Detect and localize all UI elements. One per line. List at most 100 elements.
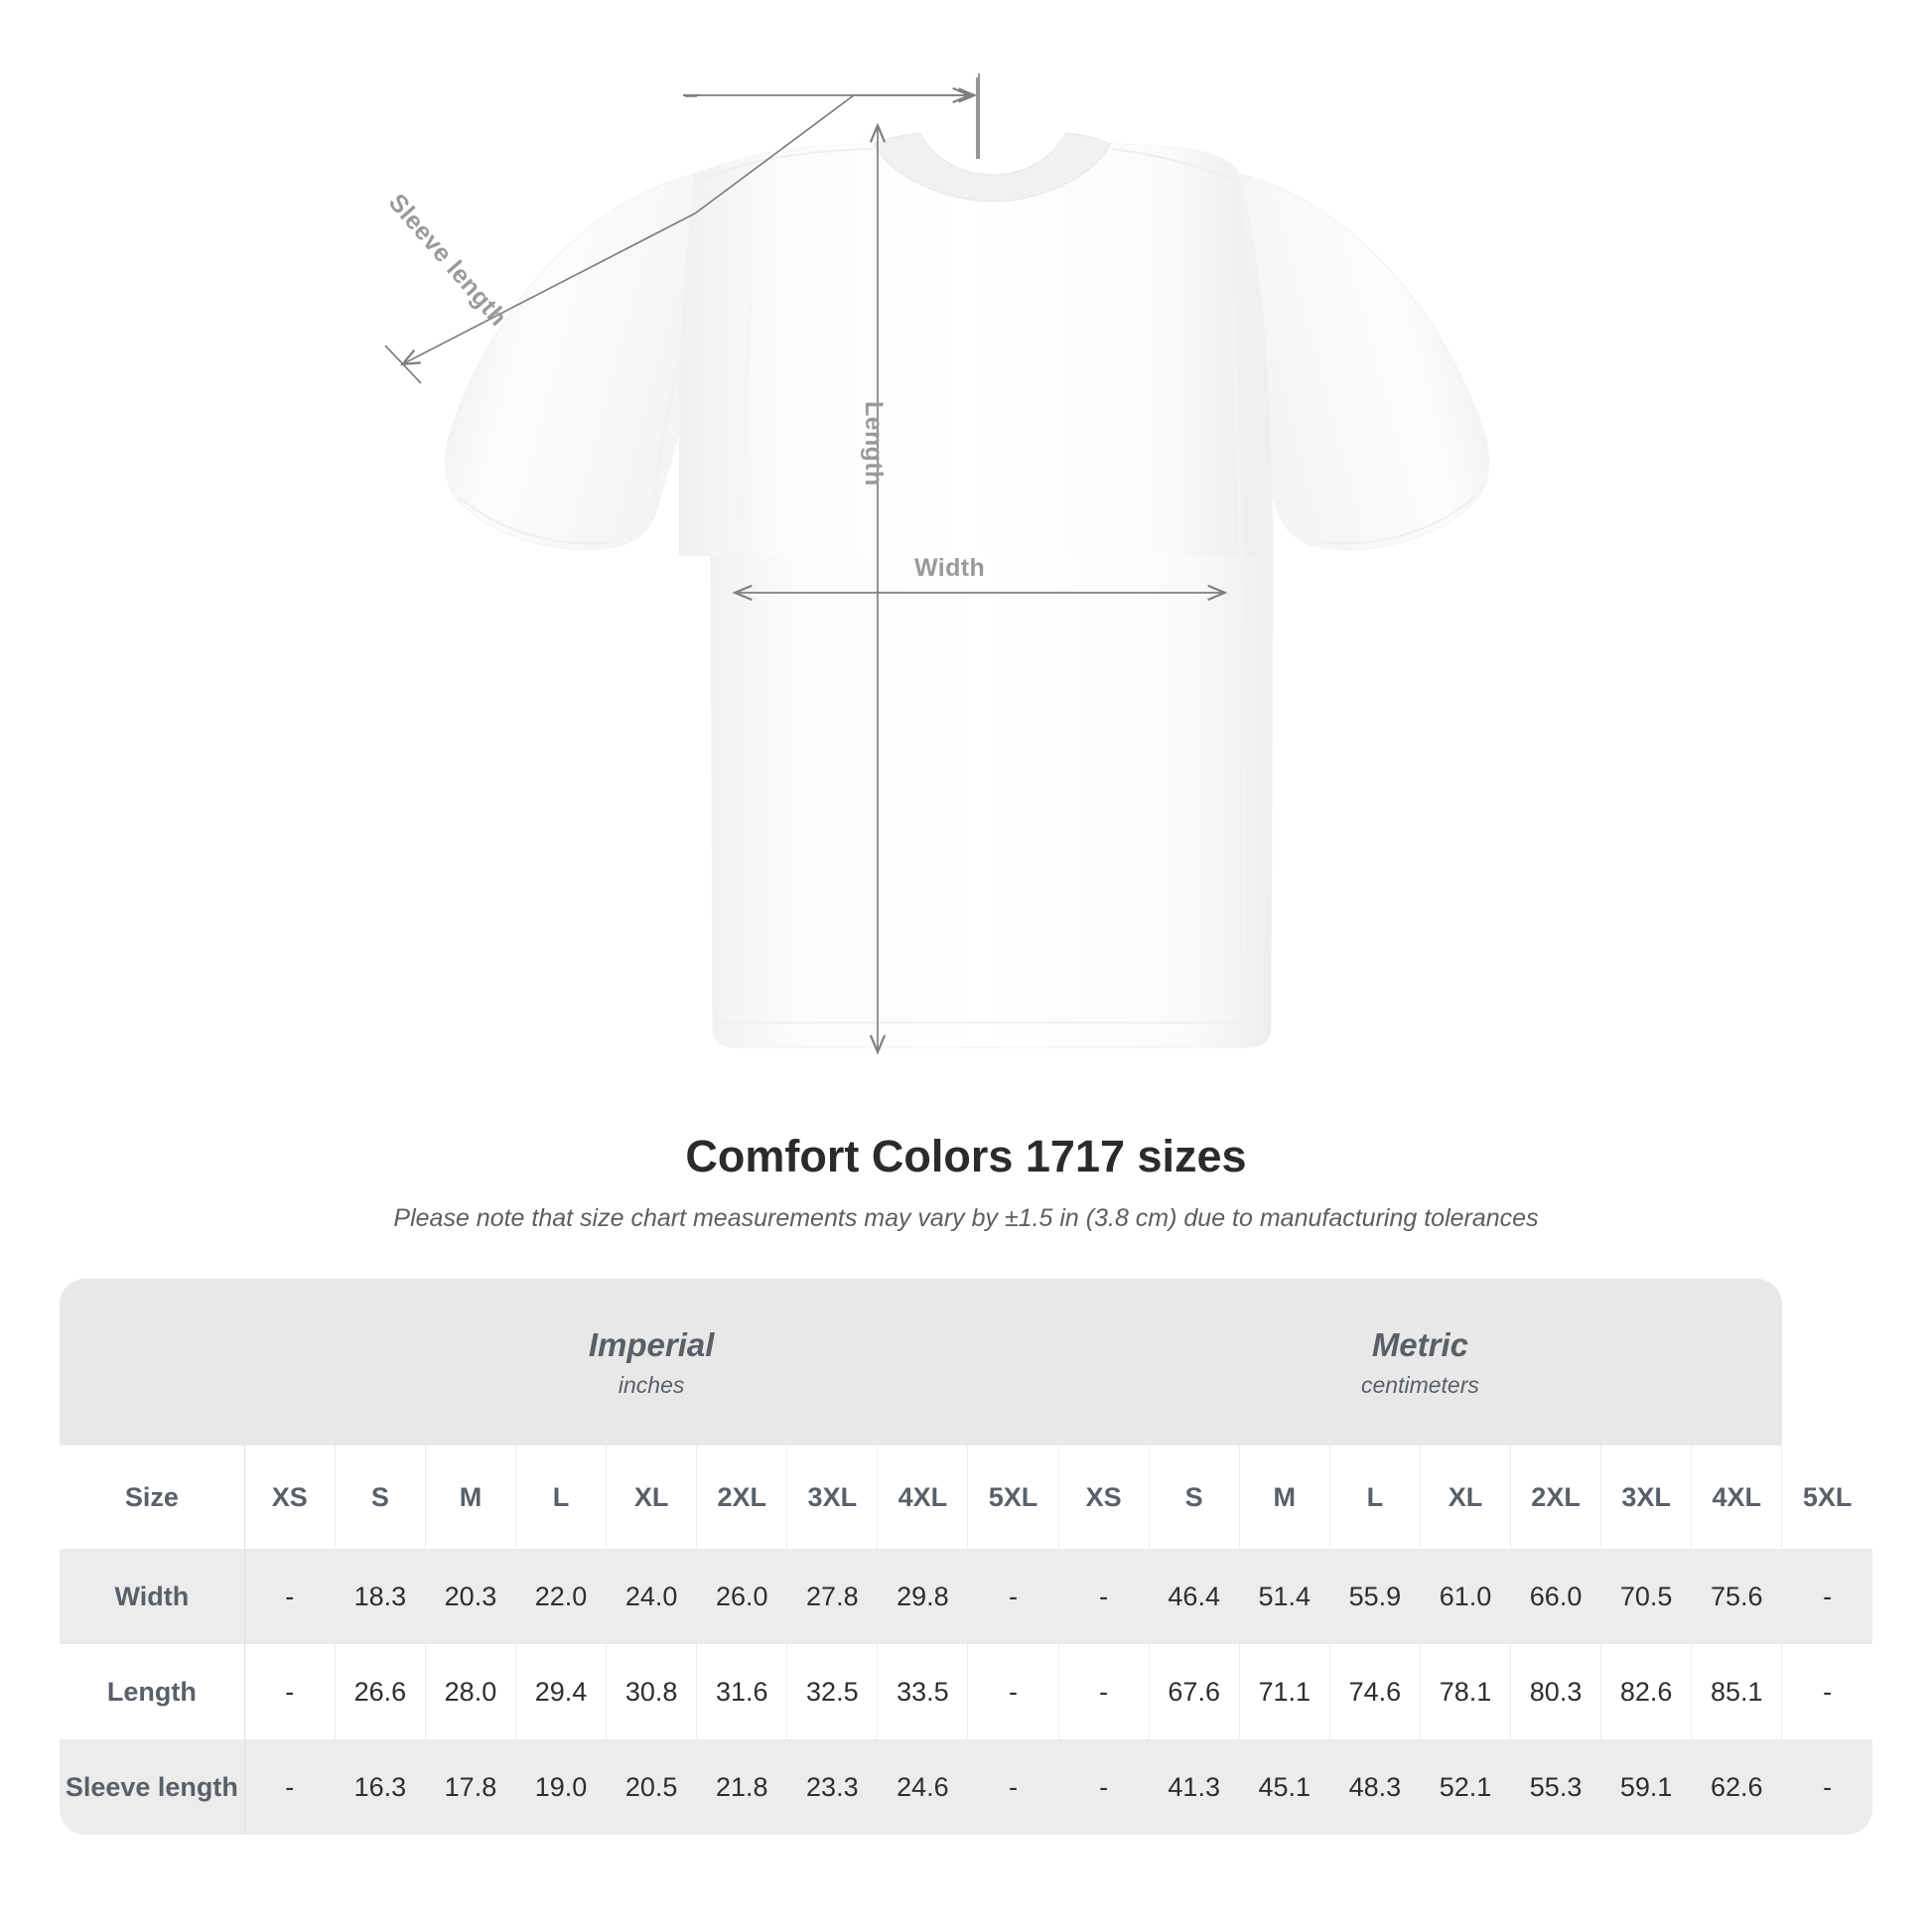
cell-width-metric-m: 51.4 (1239, 1549, 1330, 1644)
cell-width-imperial-m: 20.3 (425, 1549, 516, 1644)
col-header-metric-s: S (1149, 1446, 1240, 1549)
col-header-metric-3xl: 3XL (1600, 1446, 1693, 1549)
cell-length-imperial-m: 28.0 (425, 1644, 516, 1739)
unit-group-imperial-sub: inches (618, 1372, 685, 1399)
sleeve-length-arrow (399, 86, 973, 366)
cell-width-metric-xs: - (1057, 1549, 1150, 1644)
cell-length-imperial-3xl: 32.5 (786, 1644, 879, 1739)
cell-length-metric-xs: - (1057, 1644, 1150, 1739)
cell-length-metric-3xl: 82.6 (1600, 1644, 1693, 1739)
col-header-imperial-xl: XL (606, 1446, 698, 1549)
cell-sleeve-imperial-xl: 20.5 (606, 1739, 698, 1835)
page-title: Comfort Colors 1717 sizes (685, 1131, 1247, 1181)
cell-width-imperial-3xl: 27.8 (786, 1549, 879, 1644)
cell-width-imperial-4xl: 29.8 (877, 1549, 969, 1644)
col-header-imperial-3xl: 3XL (786, 1446, 879, 1549)
cell-length-metric-2xl: 80.3 (1510, 1644, 1602, 1739)
cell-sleeve-metric-3xl: 59.1 (1600, 1739, 1693, 1835)
cell-length-imperial-xl: 30.8 (606, 1644, 698, 1739)
col-header-imperial-s: S (335, 1446, 426, 1549)
cell-width-metric-5xl: - (1781, 1549, 1872, 1644)
cell-width-metric-2xl: 66.0 (1510, 1549, 1602, 1644)
table-row-length: Length - 26.6 28.0 29.4 30.8 31.6 32.5 3… (60, 1644, 1872, 1739)
cell-length-metric-s: 67.6 (1149, 1644, 1240, 1739)
size-header-label: Size (60, 1446, 245, 1549)
cell-sleeve-metric-s: 41.3 (1149, 1739, 1240, 1835)
cell-sleeve-metric-l: 48.3 (1329, 1739, 1421, 1835)
unit-group-metric-name: Metric (1371, 1325, 1469, 1363)
title-block: Comfort Colors 1717 sizes Please note th… (0, 1132, 1932, 1233)
sleeve-cuff-tick (384, 345, 422, 384)
cell-sleeve-metric-4xl: 62.6 (1691, 1739, 1783, 1835)
width-label: Width (914, 554, 986, 582)
unit-group-imperial: Imperial inches (244, 1279, 1059, 1446)
col-header-metric-2xl: 2XL (1510, 1446, 1602, 1549)
cell-sleeve-metric-5xl: - (1781, 1739, 1872, 1835)
cell-sleeve-metric-xl: 52.1 (1420, 1739, 1512, 1835)
unit-group-imperial-name: Imperial (588, 1325, 715, 1363)
col-header-imperial-xs: XS (244, 1446, 336, 1549)
col-header-imperial-l: L (515, 1446, 608, 1549)
size-table-wrap: Imperial inches Metric centimeters Size … (60, 1279, 1872, 1835)
cell-sleeve-metric-xs: - (1057, 1739, 1150, 1835)
shirt-upper-body (679, 144, 1255, 556)
right-sleeve (1238, 173, 1490, 551)
col-header-imperial-m: M (425, 1446, 516, 1549)
cell-length-metric-m: 71.1 (1239, 1644, 1330, 1739)
col-header-metric-4xl: 4XL (1691, 1446, 1783, 1549)
cell-length-imperial-xs: - (244, 1644, 336, 1739)
cell-length-imperial-2xl: 31.6 (696, 1644, 788, 1739)
col-header-metric-xs: XS (1057, 1446, 1150, 1549)
cell-length-imperial-5xl: - (967, 1644, 1059, 1739)
cell-sleeve-imperial-xs: - (244, 1739, 336, 1835)
tshirt-svg (384, 73, 1490, 1055)
cell-length-imperial-4xl: 33.5 (877, 1644, 969, 1739)
cell-sleeve-imperial-2xl: 21.8 (696, 1739, 788, 1835)
col-header-metric-5xl: 5XL (1781, 1446, 1872, 1549)
row-label-length: Length (60, 1644, 245, 1739)
size-header-row: Size XS S M L XL 2XL 3XL 4XL 5XL XS S M … (60, 1446, 1872, 1549)
table-row-width: Width - 18.3 20.3 22.0 24.0 26.0 27.8 29… (60, 1549, 1872, 1644)
cell-width-imperial-2xl: 26.0 (696, 1549, 788, 1644)
cell-sleeve-imperial-s: 16.3 (335, 1739, 426, 1835)
cell-sleeve-imperial-4xl: 24.6 (877, 1739, 969, 1835)
cell-width-metric-4xl: 75.6 (1691, 1549, 1783, 1644)
table-row-sleeve-length: Sleeve length - 16.3 17.8 19.0 20.5 21.8… (60, 1739, 1872, 1835)
col-header-imperial-5xl: 5XL (967, 1446, 1059, 1549)
cell-width-imperial-5xl: - (967, 1549, 1059, 1644)
col-header-metric-m: M (1239, 1446, 1330, 1549)
cell-length-metric-xl: 78.1 (1420, 1644, 1512, 1739)
cell-width-metric-3xl: 70.5 (1600, 1549, 1693, 1644)
cell-length-metric-4xl: 85.1 (1691, 1644, 1783, 1739)
cell-sleeve-imperial-3xl: 23.3 (786, 1739, 879, 1835)
unit-group-metric: Metric centimeters (1058, 1279, 1782, 1446)
cell-width-metric-xl: 61.0 (1420, 1549, 1512, 1644)
col-header-imperial-2xl: 2XL (696, 1446, 788, 1549)
unit-banner-row: Imperial inches Metric centimeters (60, 1279, 1872, 1446)
cell-width-imperial-l: 22.0 (515, 1549, 608, 1644)
cell-width-imperial-s: 18.3 (335, 1549, 426, 1644)
cell-sleeve-imperial-5xl: - (967, 1739, 1059, 1835)
cell-length-metric-5xl: - (1781, 1644, 1872, 1739)
length-label: Length (860, 401, 888, 486)
cell-length-metric-l: 74.6 (1329, 1644, 1421, 1739)
left-sleeve (444, 173, 696, 551)
cell-sleeve-metric-m: 45.1 (1239, 1739, 1330, 1835)
cell-length-imperial-s: 26.6 (335, 1644, 426, 1739)
cell-width-imperial-xl: 24.0 (606, 1549, 698, 1644)
tshirt-shape (444, 132, 1490, 1048)
tolerance-note: Please note that size chart measurements… (393, 1203, 1539, 1232)
col-header-imperial-4xl: 4XL (877, 1446, 969, 1549)
size-table: Imperial inches Metric centimeters Size … (60, 1279, 1872, 1835)
cell-sleeve-metric-2xl: 55.3 (1510, 1739, 1602, 1835)
dimension-lines (384, 73, 1228, 1055)
cell-length-imperial-l: 29.4 (515, 1644, 608, 1739)
row-label-sleeve-length: Sleeve length (60, 1739, 245, 1835)
col-header-metric-xl: XL (1420, 1446, 1512, 1549)
cell-sleeve-imperial-m: 17.8 (425, 1739, 516, 1835)
tshirt-illustration: Sleeve length Length Width (382, 73, 1490, 1055)
unit-group-metric-sub: centimeters (1360, 1372, 1479, 1399)
cell-width-metric-l: 55.9 (1329, 1549, 1421, 1644)
col-header-metric-l: L (1329, 1446, 1421, 1549)
